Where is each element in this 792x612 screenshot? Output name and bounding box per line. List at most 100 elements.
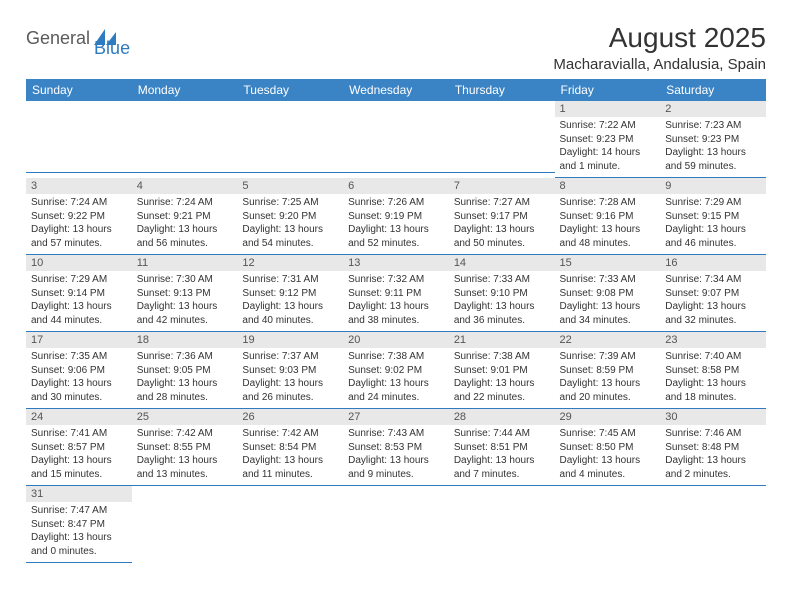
- day-body: Sunrise: 7:44 AMSunset: 8:51 PMDaylight:…: [449, 425, 555, 483]
- calendar-cell: 7Sunrise: 7:27 AMSunset: 9:17 PMDaylight…: [449, 178, 555, 255]
- sunrise-text: Sunrise: 7:32 AM: [348, 273, 444, 287]
- calendar-cell: 20Sunrise: 7:38 AMSunset: 9:02 PMDayligh…: [343, 332, 449, 409]
- calendar-week-row: 24Sunrise: 7:41 AMSunset: 8:57 PMDayligh…: [26, 409, 766, 486]
- sunset-text: Sunset: 9:14 PM: [31, 287, 127, 301]
- day-number: 12: [237, 255, 343, 271]
- daylight-text: Daylight: 13 hours and 36 minutes.: [454, 300, 550, 327]
- day-body: Sunrise: 7:33 AMSunset: 9:10 PMDaylight:…: [449, 271, 555, 329]
- weekday-thursday: Thursday: [449, 79, 555, 101]
- sunrise-text: Sunrise: 7:41 AM: [31, 427, 127, 441]
- calendar-cell: 13Sunrise: 7:32 AMSunset: 9:11 PMDayligh…: [343, 255, 449, 332]
- sunrise-text: Sunrise: 7:31 AM: [242, 273, 338, 287]
- calendar-cell: [343, 101, 449, 178]
- daylight-text: Daylight: 13 hours and 48 minutes.: [560, 223, 656, 250]
- sunset-text: Sunset: 9:02 PM: [348, 364, 444, 378]
- sunrise-text: Sunrise: 7:45 AM: [560, 427, 656, 441]
- calendar-cell: [660, 486, 766, 563]
- calendar-cell: 18Sunrise: 7:36 AMSunset: 9:05 PMDayligh…: [132, 332, 238, 409]
- day-body: Sunrise: 7:34 AMSunset: 9:07 PMDaylight:…: [660, 271, 766, 329]
- daylight-text: Daylight: 13 hours and 57 minutes.: [31, 223, 127, 250]
- calendar-cell: [449, 101, 555, 178]
- daylight-text: Daylight: 13 hours and 2 minutes.: [665, 454, 761, 481]
- day-number: 6: [343, 178, 449, 194]
- day-number: 2: [660, 101, 766, 117]
- calendar-cell: 31Sunrise: 7:47 AMSunset: 8:47 PMDayligh…: [26, 486, 132, 563]
- sunrise-text: Sunrise: 7:33 AM: [560, 273, 656, 287]
- sunset-text: Sunset: 9:23 PM: [665, 133, 761, 147]
- calendar-cell: [237, 101, 343, 178]
- day-body: Sunrise: 7:25 AMSunset: 9:20 PMDaylight:…: [237, 194, 343, 252]
- sunset-text: Sunset: 9:16 PM: [560, 210, 656, 224]
- sunrise-text: Sunrise: 7:30 AM: [137, 273, 233, 287]
- calendar-cell: 5Sunrise: 7:25 AMSunset: 9:20 PMDaylight…: [237, 178, 343, 255]
- sunrise-text: Sunrise: 7:47 AM: [31, 504, 127, 518]
- day-number: 22: [555, 332, 661, 348]
- daylight-text: Daylight: 13 hours and 44 minutes.: [31, 300, 127, 327]
- calendar-cell: 2Sunrise: 7:23 AMSunset: 9:23 PMDaylight…: [660, 101, 766, 178]
- daylight-text: Daylight: 13 hours and 59 minutes.: [665, 146, 761, 173]
- sunset-text: Sunset: 8:55 PM: [137, 441, 233, 455]
- day-number: 11: [132, 255, 238, 271]
- calendar-cell: 23Sunrise: 7:40 AMSunset: 8:58 PMDayligh…: [660, 332, 766, 409]
- day-body: Sunrise: 7:24 AMSunset: 9:21 PMDaylight:…: [132, 194, 238, 252]
- header: General Blue August 2025 Macharavialla, …: [26, 22, 766, 73]
- calendar-cell: 28Sunrise: 7:44 AMSunset: 8:51 PMDayligh…: [449, 409, 555, 486]
- calendar-table: Sunday Monday Tuesday Wednesday Thursday…: [26, 79, 766, 563]
- sunset-text: Sunset: 8:48 PM: [665, 441, 761, 455]
- daylight-text: Daylight: 13 hours and 34 minutes.: [560, 300, 656, 327]
- daylight-text: Daylight: 13 hours and 0 minutes.: [31, 531, 127, 558]
- day-number: 16: [660, 255, 766, 271]
- day-body: Sunrise: 7:33 AMSunset: 9:08 PMDaylight:…: [555, 271, 661, 329]
- calendar-cell: 15Sunrise: 7:33 AMSunset: 9:08 PMDayligh…: [555, 255, 661, 332]
- daylight-text: Daylight: 13 hours and 28 minutes.: [137, 377, 233, 404]
- calendar-cell: 10Sunrise: 7:29 AMSunset: 9:14 PMDayligh…: [26, 255, 132, 332]
- sunrise-text: Sunrise: 7:38 AM: [454, 350, 550, 364]
- sunset-text: Sunset: 8:54 PM: [242, 441, 338, 455]
- daylight-text: Daylight: 13 hours and 46 minutes.: [665, 223, 761, 250]
- daylight-text: Daylight: 13 hours and 15 minutes.: [31, 454, 127, 481]
- calendar-body: 1Sunrise: 7:22 AMSunset: 9:23 PMDaylight…: [26, 101, 766, 563]
- weekday-saturday: Saturday: [660, 79, 766, 101]
- day-body: Sunrise: 7:37 AMSunset: 9:03 PMDaylight:…: [237, 348, 343, 406]
- daylight-text: Daylight: 13 hours and 18 minutes.: [665, 377, 761, 404]
- daylight-text: Daylight: 13 hours and 20 minutes.: [560, 377, 656, 404]
- calendar-cell: 9Sunrise: 7:29 AMSunset: 9:15 PMDaylight…: [660, 178, 766, 255]
- calendar-week-row: 10Sunrise: 7:29 AMSunset: 9:14 PMDayligh…: [26, 255, 766, 332]
- logo: General Blue: [26, 22, 152, 49]
- title-block: August 2025 Macharavialla, Andalusia, Sp…: [553, 22, 766, 73]
- sunset-text: Sunset: 8:51 PM: [454, 441, 550, 455]
- weekday-friday: Friday: [555, 79, 661, 101]
- sunset-text: Sunset: 9:21 PM: [137, 210, 233, 224]
- day-number: 7: [449, 178, 555, 194]
- day-number: 25: [132, 409, 238, 425]
- sunset-text: Sunset: 9:08 PM: [560, 287, 656, 301]
- day-body: Sunrise: 7:41 AMSunset: 8:57 PMDaylight:…: [26, 425, 132, 483]
- day-body: Sunrise: 7:39 AMSunset: 8:59 PMDaylight:…: [555, 348, 661, 406]
- calendar-cell: 4Sunrise: 7:24 AMSunset: 9:21 PMDaylight…: [132, 178, 238, 255]
- sunrise-text: Sunrise: 7:25 AM: [242, 196, 338, 210]
- day-body: Sunrise: 7:42 AMSunset: 8:54 PMDaylight:…: [237, 425, 343, 483]
- sunset-text: Sunset: 9:13 PM: [137, 287, 233, 301]
- sunrise-text: Sunrise: 7:26 AM: [348, 196, 444, 210]
- calendar-cell: 3Sunrise: 7:24 AMSunset: 9:22 PMDaylight…: [26, 178, 132, 255]
- daylight-text: Daylight: 13 hours and 11 minutes.: [242, 454, 338, 481]
- sunset-text: Sunset: 8:53 PM: [348, 441, 444, 455]
- daylight-text: Daylight: 13 hours and 26 minutes.: [242, 377, 338, 404]
- month-title: August 2025: [553, 22, 766, 54]
- day-body: Sunrise: 7:23 AMSunset: 9:23 PMDaylight:…: [660, 117, 766, 175]
- sunset-text: Sunset: 9:15 PM: [665, 210, 761, 224]
- calendar-cell: [237, 486, 343, 563]
- calendar-cell: 26Sunrise: 7:42 AMSunset: 8:54 PMDayligh…: [237, 409, 343, 486]
- day-number: 14: [449, 255, 555, 271]
- day-body: Sunrise: 7:28 AMSunset: 9:16 PMDaylight:…: [555, 194, 661, 252]
- sunrise-text: Sunrise: 7:36 AM: [137, 350, 233, 364]
- sunset-text: Sunset: 8:59 PM: [560, 364, 656, 378]
- calendar-cell: 16Sunrise: 7:34 AMSunset: 9:07 PMDayligh…: [660, 255, 766, 332]
- sunset-text: Sunset: 8:58 PM: [665, 364, 761, 378]
- calendar-cell: 17Sunrise: 7:35 AMSunset: 9:06 PMDayligh…: [26, 332, 132, 409]
- sunrise-text: Sunrise: 7:46 AM: [665, 427, 761, 441]
- weekday-tuesday: Tuesday: [237, 79, 343, 101]
- calendar-cell: 22Sunrise: 7:39 AMSunset: 8:59 PMDayligh…: [555, 332, 661, 409]
- sunrise-text: Sunrise: 7:42 AM: [137, 427, 233, 441]
- day-body: Sunrise: 7:29 AMSunset: 9:14 PMDaylight:…: [26, 271, 132, 329]
